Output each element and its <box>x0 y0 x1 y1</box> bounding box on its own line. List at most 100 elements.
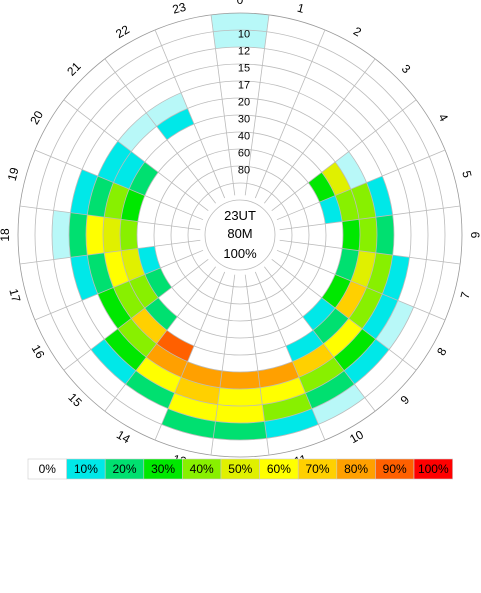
cell-h9-r5 <box>313 308 349 344</box>
spoke-10 <box>264 266 376 412</box>
hour-label: 20 <box>27 108 46 127</box>
ring-line-1 <box>34 29 446 441</box>
cell-h9-r4 <box>323 318 363 358</box>
cell-h7-r4 <box>366 252 393 294</box>
spoke-16 <box>63 259 209 371</box>
legend-label: 90% <box>383 462 407 476</box>
hour-label: 9 <box>398 392 413 407</box>
spoke-20 <box>34 149 204 221</box>
ring-label: 40 <box>238 131 250 143</box>
spoke-21 <box>63 99 209 211</box>
legend-label: 30% <box>151 462 175 476</box>
legend-label: 70% <box>305 462 329 476</box>
cell-h10-r4 <box>292 343 334 378</box>
cell-h21-r4 <box>117 112 157 152</box>
cell-h10-r5 <box>285 330 324 362</box>
spoke-1 <box>244 14 270 196</box>
hour-label: 16 <box>29 342 48 361</box>
cell-h0-r1 <box>213 29 267 49</box>
ring-line-5 <box>102 97 378 373</box>
center-labels: 23UT 80M 100% <box>223 208 257 261</box>
cell-h8-r5 <box>335 280 367 319</box>
cell-h4-r6 <box>321 161 351 196</box>
cell-h19-r3 <box>70 169 98 215</box>
cell-h14-r3 <box>135 357 182 393</box>
legend-label: 100% <box>418 462 449 476</box>
legend-label: 50% <box>228 462 252 476</box>
cell-h12-r4 <box>219 370 261 389</box>
hour-label: 17 <box>6 287 23 304</box>
ring-line-11 <box>204 199 276 271</box>
hour-label: 23 <box>171 0 188 17</box>
cell-h15-r3 <box>104 328 147 371</box>
ring-label: 20 <box>238 97 250 109</box>
cell-h18-r6 <box>120 219 138 251</box>
ring-label: 10 <box>238 29 250 41</box>
cell-h11-r1 <box>264 408 319 439</box>
legend-label: 80% <box>344 462 368 476</box>
spoke-8 <box>276 249 446 321</box>
cell-h16-r5 <box>113 280 145 319</box>
cell-h11-r4 <box>257 361 299 388</box>
cell-h9-r3 <box>333 328 376 371</box>
hour-label: 15 <box>65 390 85 410</box>
spoke-4 <box>271 99 417 211</box>
cell-h18-r3 <box>68 212 88 258</box>
cell-h16-r4 <box>97 287 132 329</box>
ring-line-6 <box>119 114 361 356</box>
spoke-7 <box>279 239 461 265</box>
cell-h12-r1 <box>213 421 267 441</box>
ring-line-10 <box>187 182 293 288</box>
hour-label: 19 <box>5 166 22 183</box>
spoke-22 <box>104 58 216 204</box>
spoke-11 <box>254 271 326 441</box>
spoke-5 <box>276 149 446 221</box>
ring-line-0 <box>17 12 463 458</box>
ring-line-3 <box>68 63 412 407</box>
ring-line-8 <box>153 148 327 322</box>
cell-h6-r5 <box>358 217 378 253</box>
cell-h18-r2 <box>52 210 71 260</box>
cell-h16-r7 <box>144 267 172 298</box>
hour-label: 2 <box>351 24 364 40</box>
cell-h9-r6 <box>302 297 336 331</box>
ring-label: 60 <box>238 148 250 160</box>
ring-label: 30 <box>238 114 250 126</box>
cell-h12-r2 <box>215 404 265 423</box>
hour-label: 14 <box>114 427 133 446</box>
cell-h18-r4 <box>86 214 105 256</box>
cell-h11-r2 <box>262 392 312 422</box>
cell-h5-r7 <box>319 195 343 224</box>
ring-label: 12 <box>238 46 250 58</box>
cell-h14-r2 <box>125 370 175 409</box>
cell-h6-r4 <box>375 214 394 256</box>
cell-h18-r5 <box>102 217 122 253</box>
cell-h10-r2 <box>305 370 355 409</box>
spoke-2 <box>254 29 326 199</box>
spoke-18 <box>19 239 201 265</box>
cell-h7-r3 <box>382 255 410 301</box>
ring-labels: 10 12 15 17 20 30 40 60 80 <box>238 29 250 177</box>
hour-label: 10 <box>347 427 366 446</box>
spoke-17 <box>34 249 204 321</box>
cell-h8-r4 <box>348 287 383 329</box>
ring-line-7 <box>136 131 344 339</box>
hour-label: 4 <box>436 111 452 124</box>
hour-label: 18 <box>0 228 12 242</box>
legend-label: 20% <box>112 462 136 476</box>
legend-label: 0% <box>39 462 57 476</box>
cell-h0-r0 <box>211 13 269 32</box>
cell-h9-r2 <box>344 339 390 385</box>
cell-h17-r3 <box>70 255 98 301</box>
cell-h17-r4 <box>87 252 114 294</box>
spoke-6 <box>279 205 461 231</box>
cell-h6-r6 <box>342 219 360 251</box>
cell-h14-r4 <box>146 343 188 378</box>
cell-h13-r4 <box>181 361 223 388</box>
ring-label: 80 <box>238 165 250 177</box>
cell-h8-r2 <box>375 300 414 350</box>
spoke-3 <box>264 58 376 204</box>
spoke-15 <box>104 266 216 412</box>
